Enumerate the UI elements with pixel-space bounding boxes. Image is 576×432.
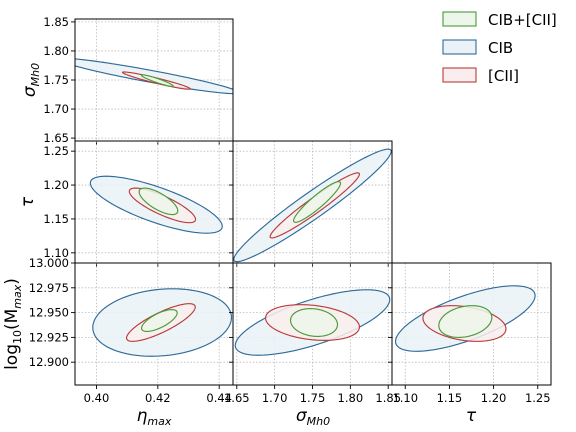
ellipse-cibcii [140,309,178,333]
panel-sigma-tau [229,140,393,267]
panel-frame [391,262,552,386]
gridlines [75,263,233,385]
ellipse-group [89,175,223,234]
y-axis-label-sigma: σMh0 [20,63,42,97]
y-tick-label: 12.900 [29,355,69,369]
x-tick-label: 1.70 [262,391,288,405]
panels-layer [71,18,552,389]
legend-swatch [442,39,477,55]
y-tick-label: 1.75 [43,73,69,87]
x-tick-label: 1.15 [437,391,463,405]
y-tick-label: 12.975 [29,281,69,295]
x-tick-label: 1.80 [338,391,364,405]
ellipse-cibcii [138,187,179,216]
panel-tau-logM [388,262,552,389]
legend-label: CIB+[CII] [488,11,557,29]
y-tick-label: 12.950 [29,306,69,320]
panel-eta-tau [71,140,234,267]
y-tick-label: 1.15 [43,212,69,226]
y-tick-label: 1.80 [43,44,69,58]
y-tick-label: 13.000 [29,256,69,270]
y-axis-label-tau: τ [18,196,38,207]
axis-labels-layer: 0.40 0.42 0.441.65 1.70 1.75 1.80 1.851.10 1.15… [2,15,551,428]
ellipse-cibcii [438,305,493,338]
x-tick-label: 0.44 [206,391,232,405]
y-tick-label: 1.85 [43,15,69,29]
legend-item: [CII] [442,67,519,85]
ellipse-group [233,148,392,263]
panel-eta-sigma [71,18,234,145]
y-tick-label: 1.70 [43,102,69,116]
x-tick-label: 1.85 [375,391,401,405]
ellipse-group [234,289,391,356]
ellipse-cibcii [292,181,342,223]
x-axis-label-sigma: σMh0 [296,406,330,428]
legend-label: [CII] [488,67,519,85]
gridlines [75,141,233,263]
y-axis-label-logM: log10(Mmax) [2,278,24,370]
gridlines [75,19,233,141]
x-tick-label: 1.65 [224,391,250,405]
x-axis-label-eta: ηmax [137,406,172,428]
y-tick-label: 1.25 [43,144,69,158]
ellipse-group [75,58,233,95]
ellipse-cibcii [140,74,174,87]
legend: CIB+[CII] CIB [CII] [442,11,557,85]
x-tick-label: 0.42 [145,391,171,405]
y-tick-label: 1.20 [43,178,69,192]
y-tick-label: 1.65 [43,131,69,145]
ellipse-cib [75,58,233,95]
legend-label: CIB [488,39,513,57]
panel-eta-logM [71,262,234,389]
panel-sigma-logM [229,262,393,389]
legend-item: CIB [442,39,513,57]
legend-swatch [442,67,477,83]
x-tick-label: 1.10 [392,391,418,405]
x-axis-label-tau: τ [466,406,477,426]
y-tick-label: 1.10 [43,246,69,260]
legend-swatch [442,11,477,27]
legend-item: CIB+[CII] [442,11,557,29]
x-tick-label: 1.75 [300,391,326,405]
ellipse-cibcii [289,308,339,337]
x-tick-label: 0.40 [84,391,110,405]
x-tick-label: 1.25 [525,391,551,405]
y-tick-label: 12.925 [29,330,69,344]
ellipse-group [92,288,233,357]
x-tick-label: 1.20 [481,391,507,405]
ellipse-group [394,285,536,352]
